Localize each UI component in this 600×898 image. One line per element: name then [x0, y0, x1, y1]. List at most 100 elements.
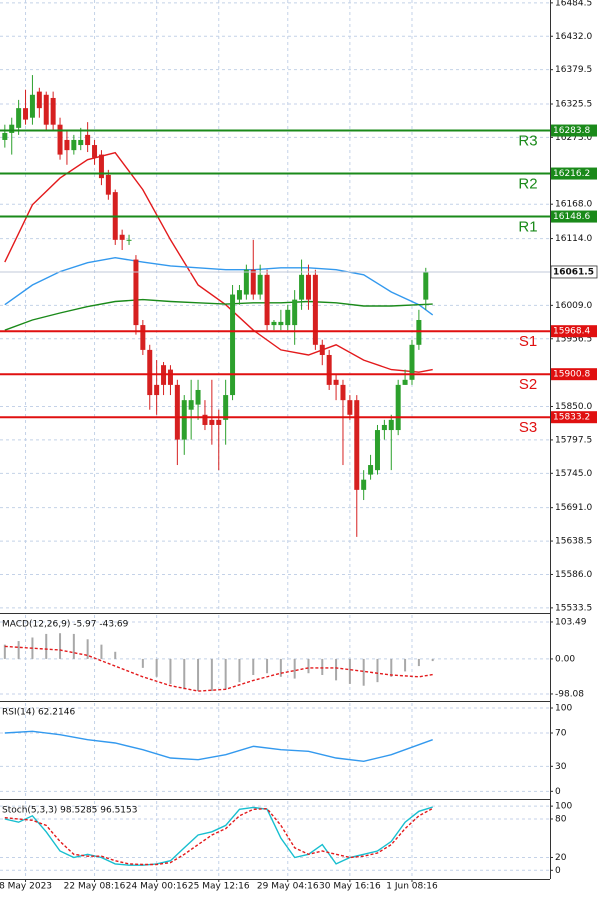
y-tick-label: 20: [555, 853, 567, 863]
candle-body: [71, 139, 77, 151]
candle-body: [257, 274, 263, 295]
candle-body: [319, 344, 325, 355]
candle-body: [374, 430, 380, 471]
moving-average: [4, 256, 434, 316]
y-tick-label: 15745.0: [555, 469, 592, 479]
y-tick-label: 30: [555, 762, 567, 772]
y-tick-label: 15797.5: [555, 435, 592, 445]
macd-bar: [169, 658, 172, 684]
macd-bar: [3, 644, 6, 659]
y-tick-label: 16273.0: [555, 133, 592, 143]
candle-body: [209, 419, 215, 425]
macd-bar: [155, 658, 158, 677]
candle-body: [326, 354, 332, 385]
macd-bar: [224, 658, 227, 690]
rsi-line: [4, 730, 433, 763]
macd-bar: [114, 651, 117, 659]
candle-body: [340, 384, 346, 401]
candle-body: [395, 384, 401, 431]
macd-bar: [376, 658, 379, 683]
candle-body: [2, 132, 8, 140]
candle-body: [29, 94, 35, 118]
level-name: R1: [518, 219, 537, 236]
y-tick-label: 15850.0: [555, 402, 592, 412]
last-price-box: [550, 265, 598, 279]
candle-body: [105, 174, 111, 195]
macd-signal: [4, 645, 433, 692]
candle-body: [202, 414, 208, 425]
candle-body: [133, 259, 139, 326]
y-tick-label: 100: [555, 704, 572, 714]
candle-body: [230, 294, 236, 396]
candle-body: [312, 274, 318, 345]
candle-body: [43, 94, 49, 125]
candle-body: [409, 344, 415, 380]
candle-body: [154, 384, 160, 396]
y-tick-label: 0: [555, 787, 561, 797]
macd-bar: [59, 633, 62, 659]
candle-body: [216, 419, 222, 425]
y-tick-label: 16379.5: [555, 65, 592, 75]
candle-body: [381, 424, 387, 431]
candle-body: [64, 139, 70, 151]
panel-title: MACD(12,26,9) -5.97 -43.69: [2, 620, 129, 630]
candle-body: [140, 325, 146, 350]
y-tick-label: 15533.5: [555, 603, 592, 613]
candle-body: [195, 389, 201, 405]
macd-bar: [183, 658, 186, 690]
macd-bar: [86, 639, 89, 659]
level-value: 16283.8: [553, 126, 590, 136]
macd-bar: [17, 641, 20, 659]
level-name: S2: [519, 376, 537, 393]
candle-body: [236, 290, 242, 300]
level-box: [551, 411, 597, 424]
candle-body: [16, 108, 22, 128]
candle-body: [92, 145, 98, 158]
candle-body: [264, 274, 270, 326]
candle-body: [36, 91, 42, 109]
y-tick-label: -98.08: [555, 689, 584, 699]
candle-body: [402, 379, 408, 385]
candle-body: [278, 321, 284, 326]
level-box: [551, 210, 597, 223]
x-tick-label: 24 May 00:16: [126, 882, 188, 892]
candle-body: [243, 269, 249, 295]
level-value: 15968.4: [553, 327, 590, 337]
candle-body: [250, 269, 256, 295]
level-name: S3: [519, 419, 537, 436]
macd-bar: [307, 658, 310, 674]
level-value: 15900.8: [553, 370, 590, 380]
macd-bar: [293, 658, 296, 679]
candle-body: [305, 274, 311, 300]
y-tick-label: 16168.0: [555, 200, 592, 210]
y-tick-label: 0: [555, 866, 561, 876]
y-tick-label: 80: [555, 814, 567, 824]
level-value: 16216.2: [553, 169, 590, 179]
candle-body: [347, 400, 353, 415]
candle-body: [174, 384, 180, 440]
macd-bar: [238, 658, 241, 683]
x-tick-label: 29 May 04:16: [257, 882, 319, 892]
x-tick-label: 30 May 16:16: [319, 882, 381, 892]
level-value: 16148.6: [553, 212, 590, 222]
y-tick-label: 16114.0: [555, 234, 592, 244]
level-value: 15833.2: [553, 413, 590, 423]
level-box: [551, 124, 597, 137]
candle-body: [354, 400, 360, 490]
y-tick-label: 16325.5: [555, 100, 592, 110]
y-tick-label: 16432.0: [555, 32, 592, 42]
level-box: [551, 325, 597, 338]
x-tick-label: 1 Jun 08:16: [386, 882, 438, 892]
panel-title: Stoch(5,3,3) 98.5285 96.5153: [2, 806, 137, 816]
y-tick-label: 103.49: [555, 617, 587, 627]
y-tick-label: 15586.0: [555, 570, 592, 580]
candle-body: [423, 271, 429, 300]
macd-bar: [72, 633, 75, 659]
candle-body: [57, 124, 63, 155]
candle-body: [50, 97, 56, 125]
macd-bar: [404, 658, 407, 672]
y-tick-label: 0.00: [555, 654, 575, 664]
candle-body: [119, 234, 125, 240]
panel-title: RSI(14) 62.2146: [2, 708, 75, 718]
macd-bar: [266, 658, 269, 674]
